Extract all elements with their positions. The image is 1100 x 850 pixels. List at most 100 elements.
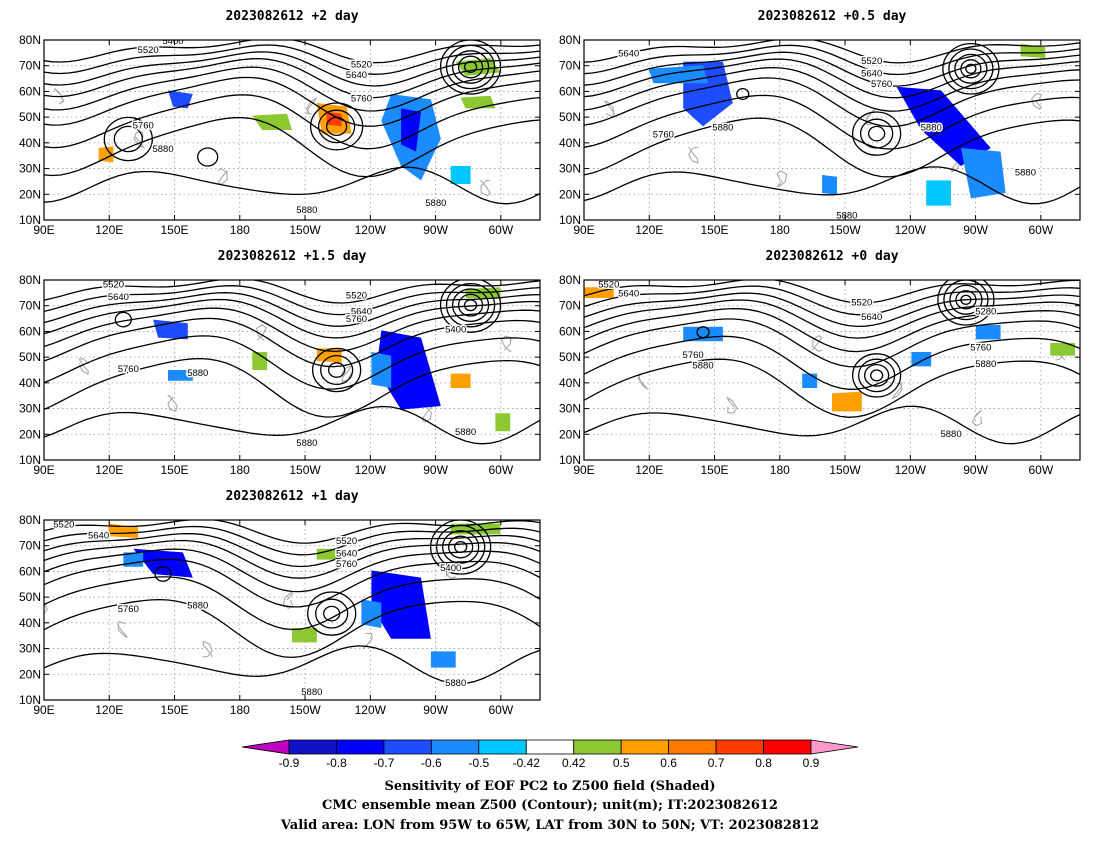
lat-tick-label: 60N [559, 324, 581, 338]
z500-contour [44, 166, 540, 205]
z500-closed-contour [851, 111, 902, 156]
z500-closed-contour [948, 48, 994, 90]
lon-tick-label: 120E [635, 223, 663, 237]
lat-tick-label: 40N [559, 136, 581, 150]
sensitivity-shading [98, 146, 114, 163]
z500-closed-contour [457, 293, 484, 317]
z500-closed-contour [457, 55, 484, 79]
z500-contour [44, 40, 540, 64]
map-frame [43, 39, 541, 221]
lon-tick-label: 150W [829, 463, 861, 477]
z500-contour [584, 292, 1080, 328]
lon-tick-label: 90E [33, 703, 54, 717]
colorbar-label: -0.42 [513, 756, 541, 770]
z500-closed-contour [441, 530, 480, 564]
z500-contour [44, 335, 540, 390]
lat-tick-label: 30N [19, 402, 41, 416]
contour-label: 5280 [975, 307, 996, 318]
contour-label: 5880 [1015, 167, 1036, 178]
colorbar-label: 0.5 [613, 756, 630, 770]
contour-label: 5880 [836, 211, 857, 222]
z500-contour [584, 299, 1080, 339]
lat-tick-label: 20N [19, 667, 41, 681]
panel-title: 2023082612 +0.5 day [758, 9, 907, 24]
colorbar-cell [288, 739, 337, 755]
contour-label: 5880 [712, 122, 733, 133]
sensitivity-shading [371, 352, 392, 388]
z500-contour [584, 358, 1080, 418]
footer-line-1: Sensitivity of EOF PC2 to Z500 field (Sh… [384, 779, 715, 794]
z500-contour [44, 51, 540, 87]
colorbar-label: -0.9 [279, 756, 300, 770]
sensitivity-shading [926, 180, 951, 206]
contour-label: 5640 [351, 307, 372, 318]
contour-label: 5880 [152, 144, 173, 155]
sensitivity-shading [495, 413, 511, 432]
contour-label: 5880 [187, 601, 208, 612]
panel-title: 2023082612 +1.5 day [218, 249, 367, 264]
z500-contour [44, 558, 540, 608]
lon-tick-label: 120E [635, 463, 663, 477]
contour-label: 5760 [118, 364, 139, 375]
lat-tick-label: 20N [559, 187, 581, 201]
lat-tick-label: 20N [19, 427, 41, 441]
lon-tick-label: 180 [230, 703, 250, 717]
z500-closed-contour [445, 282, 496, 328]
z500-closed-contour [736, 87, 750, 101]
z500-contour [584, 405, 1080, 445]
z500-closed-contour [965, 63, 977, 74]
z500-contour [44, 317, 540, 368]
lat-tick-label: 30N [19, 642, 41, 656]
z500-closed-contour [325, 116, 348, 137]
coastline [44, 561, 457, 658]
contour-label: 5760 [970, 343, 991, 354]
z500-closed-contour [463, 299, 478, 312]
sensitivity-shading [802, 373, 818, 388]
z500-contour [44, 645, 540, 685]
z500-contour [44, 298, 540, 339]
lat-tick-label: 40N [19, 376, 41, 390]
z500-contour [584, 335, 1080, 390]
contour-label: 5520 [351, 59, 372, 70]
z500-closed-contour [859, 118, 894, 149]
lat-tick-label: 40N [559, 376, 581, 390]
colorbar-label: 0.8 [755, 756, 772, 770]
z500-contour [584, 117, 1080, 178]
z500-closed-contour [451, 288, 490, 323]
z500-closed-contour [954, 53, 988, 84]
z500-closed-contour [851, 353, 902, 398]
z500-closed-contour [857, 358, 896, 393]
contour-label: 5640 [861, 312, 882, 323]
colorbar-label: 0.9 [803, 756, 820, 770]
lat-tick-label: 10N [19, 453, 41, 467]
lon-tick-label: 120W [355, 463, 387, 477]
colorbar-cell [763, 739, 812, 755]
z500-closed-contour [439, 280, 502, 333]
sensitivity-shading [961, 148, 1006, 199]
lat-tick-label: 70N [19, 59, 41, 73]
z500-contour [44, 539, 540, 579]
z500-contour [44, 66, 540, 112]
colorbar-cell [715, 739, 764, 755]
sensitivity-shading [316, 548, 342, 560]
z500-closed-contour [315, 598, 349, 629]
lat-tick-label: 80N [559, 33, 581, 47]
colorbar-cell [525, 739, 575, 755]
lat-tick-label: 10N [19, 213, 41, 227]
figure-footer: Sensitivity of EOF PC2 to Z500 field (Sh… [280, 779, 819, 833]
z500-closed-contour [453, 540, 468, 554]
sensitivity-shading [108, 523, 139, 538]
lon-tick-label: 150E [701, 223, 729, 237]
panel-title: 2023082612 +1 day [225, 489, 358, 504]
lon-tick-label: 150E [701, 463, 729, 477]
lon-tick-label: 120W [355, 703, 387, 717]
colorbar-label: -0.6 [421, 756, 442, 770]
colorbar-low-extend [241, 739, 290, 755]
colorbar-cell [668, 739, 717, 755]
coastline [603, 93, 1042, 188]
sensitivity-shading [133, 548, 193, 578]
contour-label: 5760 [351, 94, 372, 105]
